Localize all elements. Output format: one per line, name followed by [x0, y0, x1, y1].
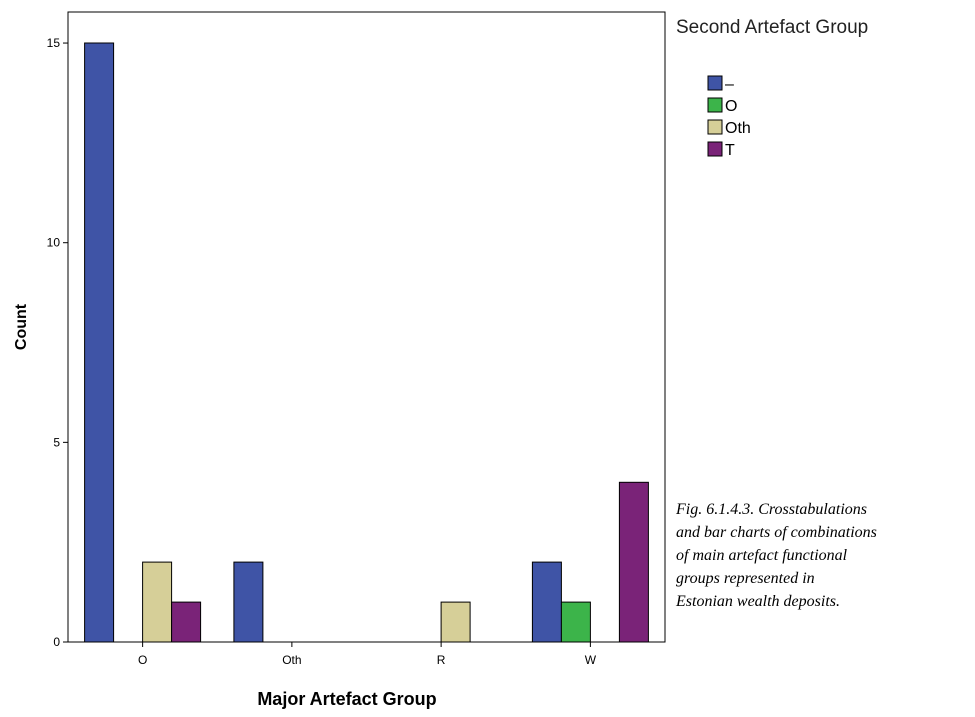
- y-tick-label: 10: [47, 236, 61, 250]
- caption-line-5: Estonian wealth deposits.: [676, 593, 840, 610]
- bar-w-3: [618, 481, 649, 643]
- bar-w-1: [560, 601, 591, 643]
- bars-group: [84, 42, 649, 643]
- legend-label: –: [725, 76, 734, 93]
- x-axis-ticks: O Oth R W: [138, 642, 597, 667]
- bar-w-0: [531, 561, 562, 643]
- y-axis-ticks: 0 5 10 15: [47, 36, 68, 649]
- legend-label: T: [725, 142, 735, 159]
- plot-frame: [67, 11, 666, 643]
- x-axis-title: Major Artefact Group: [257, 689, 436, 709]
- caption-line-4: groups represented in: [676, 570, 815, 587]
- bar-o-3: [171, 601, 202, 643]
- legend: – O Oth T: [707, 75, 751, 159]
- legend-swatch: [707, 119, 723, 135]
- x-tick-label: O: [138, 653, 147, 667]
- legend-title: Second Artefact Group: [676, 17, 868, 38]
- y-tick-label: 5: [53, 435, 60, 449]
- caption-line-2: and bar charts of combinations: [676, 524, 877, 541]
- x-tick-label: Oth: [282, 653, 301, 667]
- legend-swatch: [707, 141, 723, 157]
- figure-caption: Fig. 6.1.4.3. Crosstabulations and bar c…: [676, 498, 975, 613]
- y-tick-label: 0: [53, 635, 60, 649]
- caption-line-1: Fig. 6.1.4.3. Crosstabulations: [676, 501, 867, 518]
- legend-swatch: [707, 97, 723, 113]
- legend-label: Oth: [725, 120, 751, 137]
- bar-r-2: [440, 601, 471, 643]
- x-tick-label: W: [585, 653, 597, 667]
- bar-oth-0: [233, 561, 264, 643]
- y-tick-label: 15: [47, 36, 61, 50]
- legend-label: O: [725, 98, 737, 115]
- bar-o-2: [142, 561, 173, 643]
- bar-o-0: [84, 42, 115, 643]
- y-axis-title: Count: [13, 303, 30, 350]
- legend-swatch: [707, 75, 723, 91]
- x-tick-label: R: [437, 653, 446, 667]
- caption-line-3: of main artefact functional: [676, 547, 848, 564]
